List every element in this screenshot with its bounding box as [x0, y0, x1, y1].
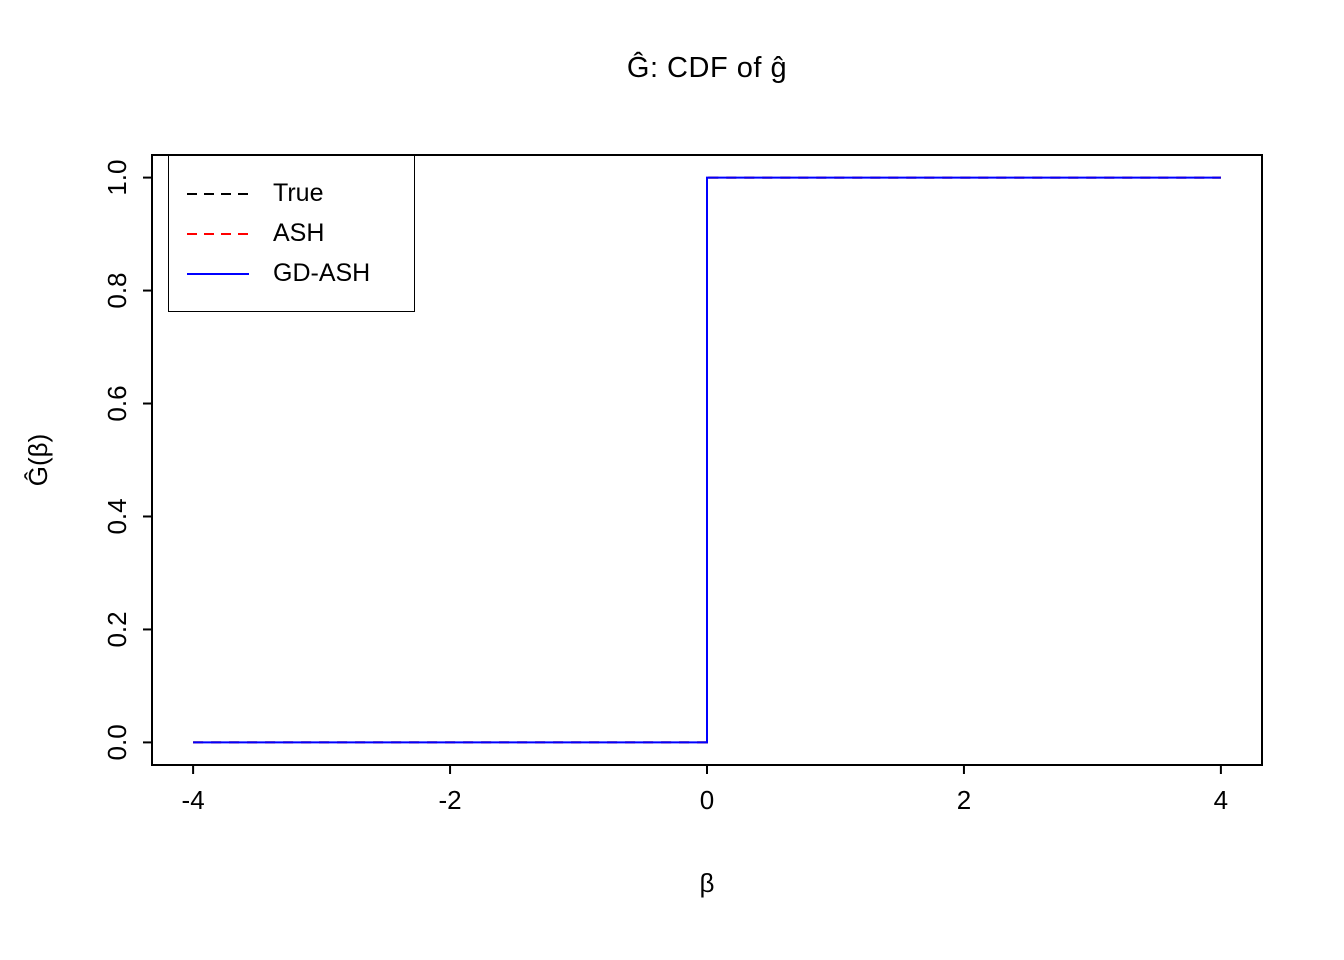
x-axis-title: β — [699, 868, 715, 898]
legend: True ASH GD-ASH — [168, 155, 415, 312]
y-tick-label: 0.6 — [102, 385, 132, 421]
x-tick-label: 2 — [957, 785, 971, 815]
x-tick-label: 4 — [1214, 785, 1228, 815]
chart-title: Ĝ: CDF of ĝ — [626, 52, 788, 84]
legend-item-gd-ash: GD-ASH — [187, 259, 414, 289]
legend-label-ash: ASH — [273, 219, 325, 247]
legend-label-gd-ash: GD-ASH — [273, 259, 371, 287]
legend-line-swatch-ash — [187, 232, 249, 235]
x-tick-label: -4 — [182, 785, 205, 815]
y-tick-label: 0.8 — [102, 272, 132, 308]
x-tick-label: 0 — [700, 785, 714, 815]
y-axis-title: Ĝ(β) — [23, 433, 53, 487]
legend-label-true: True — [273, 179, 324, 207]
series-line-gd-ash — [193, 176, 1221, 744]
x-tick-label: -2 — [438, 785, 461, 815]
y-tick-label: 0.0 — [102, 724, 132, 760]
legend-line-swatch-true — [187, 192, 249, 195]
legend-line-swatch-gd-ash — [187, 272, 249, 275]
y-tick-label: 0.2 — [102, 611, 132, 647]
legend-item-ash: ASH — [187, 219, 414, 249]
legend-item-true: True — [187, 179, 414, 209]
y-tick-label: 1.0 — [102, 160, 132, 196]
y-tick-label: 0.4 — [102, 498, 132, 534]
